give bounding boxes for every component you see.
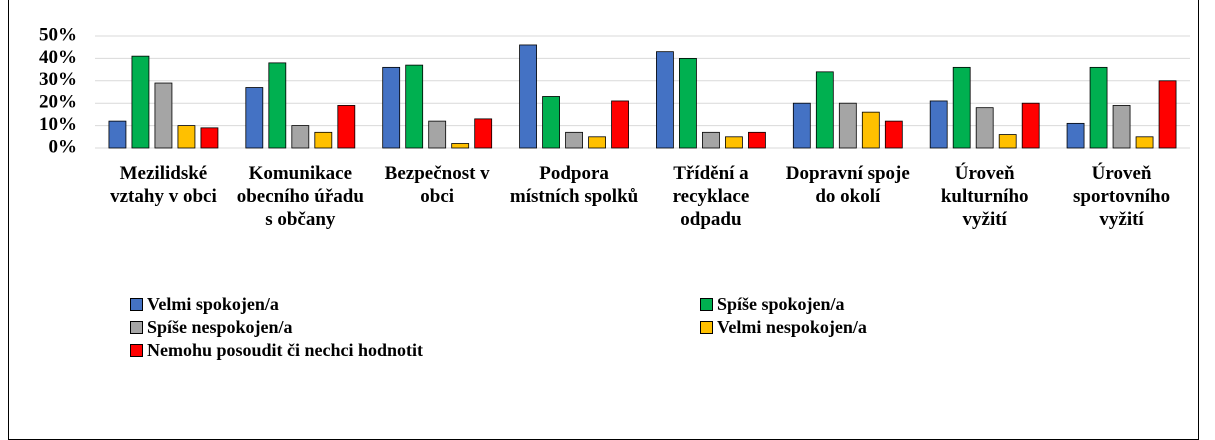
bar <box>519 44 537 149</box>
bar <box>542 96 560 149</box>
legend-label: Spíše spokojen/a <box>717 294 845 314</box>
bar <box>314 131 333 149</box>
bar <box>656 51 674 149</box>
bar <box>291 125 310 149</box>
legend-item: Spíše nespokojen/a <box>130 317 293 338</box>
legend-swatch <box>130 321 143 334</box>
legend-swatch <box>700 321 713 334</box>
bar <box>474 118 493 149</box>
legend-item: Velmi nespokojen/a <box>700 317 867 338</box>
bar <box>929 100 948 149</box>
legend-swatch <box>130 298 143 311</box>
legend-swatch <box>130 344 143 357</box>
x-tick-label: Úroveň sportovního vyžití <box>1072 163 1171 230</box>
bar <box>1021 102 1040 149</box>
bar <box>108 120 127 149</box>
bar <box>451 143 470 149</box>
bar <box>588 136 606 149</box>
legend-item: Nemohu posoudit či nechci hodnotit <box>130 340 423 361</box>
y-tick-label: 50% <box>39 24 77 45</box>
bar <box>405 64 424 149</box>
bar <box>975 107 994 149</box>
bar <box>1089 66 1108 149</box>
y-tick-label: 40% <box>39 47 77 68</box>
legend-label: Velmi spokojen/a <box>147 294 279 314</box>
y-tick-label: 20% <box>39 92 77 113</box>
legend-label: Nemohu posoudit či nechci hodnotit <box>147 340 424 360</box>
bar <box>884 120 903 149</box>
x-tick-label: Komunikace obecního úřadu s občany <box>236 163 364 230</box>
bar <box>702 131 720 149</box>
bar <box>382 66 401 149</box>
bar <box>177 125 196 149</box>
bar <box>815 71 834 149</box>
bar <box>428 120 447 149</box>
bar <box>998 134 1017 149</box>
y-tick-label: 0% <box>49 136 78 157</box>
bar <box>748 131 766 149</box>
x-tick-label: Mezilidské vztahy v obci <box>110 163 217 207</box>
page: 0%10%20%30%40%50% (() => { const data = … <box>8 0 1199 440</box>
x-tick-label: Dopravní spoje do okolí <box>785 163 910 207</box>
x-tick-label: Třídění a recyklace odpadu <box>672 163 750 230</box>
bar <box>565 131 583 149</box>
bar <box>611 100 629 149</box>
x-tick-label: Podpora místních spolků <box>509 163 639 207</box>
bar <box>792 102 811 149</box>
bar <box>838 102 857 149</box>
legend-label: Velmi nespokojen/a <box>717 317 867 337</box>
bar <box>131 55 150 149</box>
bar <box>1066 122 1085 149</box>
bar <box>1158 80 1177 149</box>
bar <box>952 66 971 149</box>
bar <box>200 127 219 149</box>
bar <box>679 58 697 149</box>
legend-item: Spíše spokojen/a <box>700 294 845 315</box>
bar <box>1112 105 1131 149</box>
bar <box>1135 136 1154 149</box>
bar <box>245 87 264 149</box>
y-tick-label: 10% <box>39 114 77 135</box>
chart: 0%10%20%30%40%50% <box>39 24 1190 157</box>
legend-swatch <box>700 298 713 311</box>
legend-label: Spíše nespokojen/a <box>147 317 293 337</box>
legend-item: Velmi spokojen/a <box>130 294 279 315</box>
x-tick-label: Úroveň kulturního vyžití <box>940 163 1029 230</box>
bar <box>154 82 173 149</box>
bar <box>337 105 356 149</box>
bar <box>725 136 743 149</box>
x-tick-label: Bezpečnost v obci <box>384 163 490 207</box>
bar <box>268 62 287 149</box>
y-tick-label: 30% <box>39 69 77 90</box>
bar <box>861 111 880 149</box>
